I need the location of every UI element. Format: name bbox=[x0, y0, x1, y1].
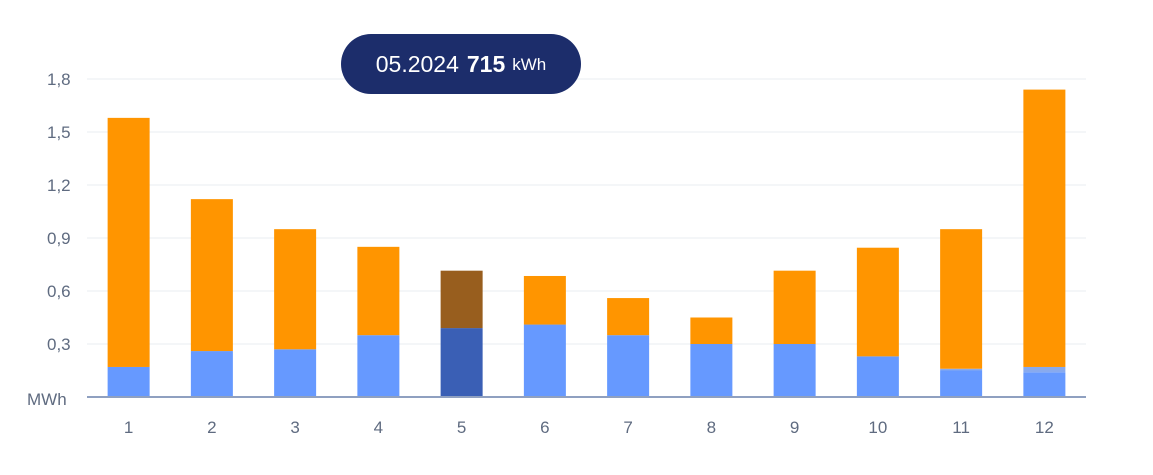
y-tick-label: 1,5 bbox=[47, 123, 71, 142]
y-tick-label: 0,6 bbox=[47, 282, 71, 301]
bar-stack-3[interactable] bbox=[274, 229, 317, 397]
x-tick-label: 10 bbox=[868, 418, 887, 437]
x-tick-label: 12 bbox=[1035, 418, 1054, 437]
bar-segment bbox=[107, 366, 150, 397]
bar-segment bbox=[107, 117, 150, 367]
tooltip-value: 715 bbox=[466, 50, 506, 77]
bar-stack-11[interactable] bbox=[940, 229, 983, 397]
x-tick-label: 5 bbox=[457, 418, 466, 437]
bar-stack-1[interactable] bbox=[107, 117, 150, 397]
bar-segment bbox=[1023, 366, 1066, 373]
bar-segment bbox=[440, 328, 483, 397]
bar-segment bbox=[1023, 89, 1066, 367]
bar-stack-10[interactable] bbox=[856, 247, 899, 397]
bar-stack-8[interactable] bbox=[690, 317, 733, 398]
y-tick-label: 1,8 bbox=[47, 70, 71, 89]
bar-segment bbox=[856, 356, 899, 397]
bar-segment bbox=[690, 344, 733, 397]
x-tick-label: 2 bbox=[207, 418, 216, 437]
bars bbox=[107, 89, 1066, 398]
bar-stack-9[interactable] bbox=[773, 270, 816, 397]
x-tick-label: 11 bbox=[952, 418, 970, 437]
bar-segment bbox=[357, 246, 400, 336]
bar-segment bbox=[607, 335, 650, 397]
y-axis-ticks: 0,3 0,6 0,9 1,2 1,5 1,8 bbox=[47, 70, 71, 354]
bar-segment bbox=[690, 317, 733, 344]
bar-stack-2[interactable] bbox=[190, 199, 233, 397]
x-tick-label: 8 bbox=[707, 418, 716, 437]
bar-stack-7[interactable] bbox=[607, 298, 650, 397]
bar-segment bbox=[940, 368, 983, 371]
y-axis-unit: MWh bbox=[27, 390, 67, 409]
bar-segment bbox=[856, 247, 899, 357]
x-tick-label: 1 bbox=[124, 418, 133, 437]
bar-segment bbox=[274, 349, 317, 397]
bar-segment bbox=[440, 270, 483, 329]
x-axis-ticks: 1 2 3 4 5 6 7 8 9 10 11 12 bbox=[124, 418, 1054, 437]
bar-segment bbox=[607, 298, 650, 336]
bar-segment bbox=[190, 351, 233, 397]
bar-segment bbox=[523, 275, 566, 325]
bar-segment bbox=[274, 229, 317, 350]
bar-segment bbox=[773, 270, 816, 344]
bar-stack-5[interactable] bbox=[440, 270, 483, 397]
y-tick-label: 1,2 bbox=[47, 176, 71, 195]
tooltip-period: 05.2024 bbox=[375, 50, 459, 77]
y-tick-label: 0,9 bbox=[47, 229, 71, 248]
gridlines bbox=[87, 78, 1086, 345]
bar-segment bbox=[523, 324, 566, 397]
x-tick-label: 4 bbox=[374, 418, 383, 437]
x-tick-label: 3 bbox=[290, 418, 299, 437]
bar-segment bbox=[940, 229, 983, 369]
bar-segment bbox=[357, 335, 400, 397]
bar-stack-6[interactable] bbox=[523, 275, 566, 397]
y-tick-label: 0,3 bbox=[47, 335, 71, 354]
bar-segment bbox=[940, 370, 983, 397]
bar-segment bbox=[190, 199, 233, 352]
x-tick-label: 7 bbox=[623, 418, 632, 437]
month-tooltip: 05.2024 715 kWh bbox=[341, 34, 581, 94]
tooltip-unit: kWh bbox=[512, 55, 547, 74]
x-tick-label: 6 bbox=[540, 418, 549, 437]
bar-segment bbox=[1023, 372, 1066, 397]
bar-stack-12[interactable] bbox=[1023, 89, 1066, 397]
x-tick-label: 9 bbox=[790, 418, 799, 437]
bar-segment bbox=[773, 344, 816, 397]
bar-stack-4[interactable] bbox=[357, 246, 400, 397]
